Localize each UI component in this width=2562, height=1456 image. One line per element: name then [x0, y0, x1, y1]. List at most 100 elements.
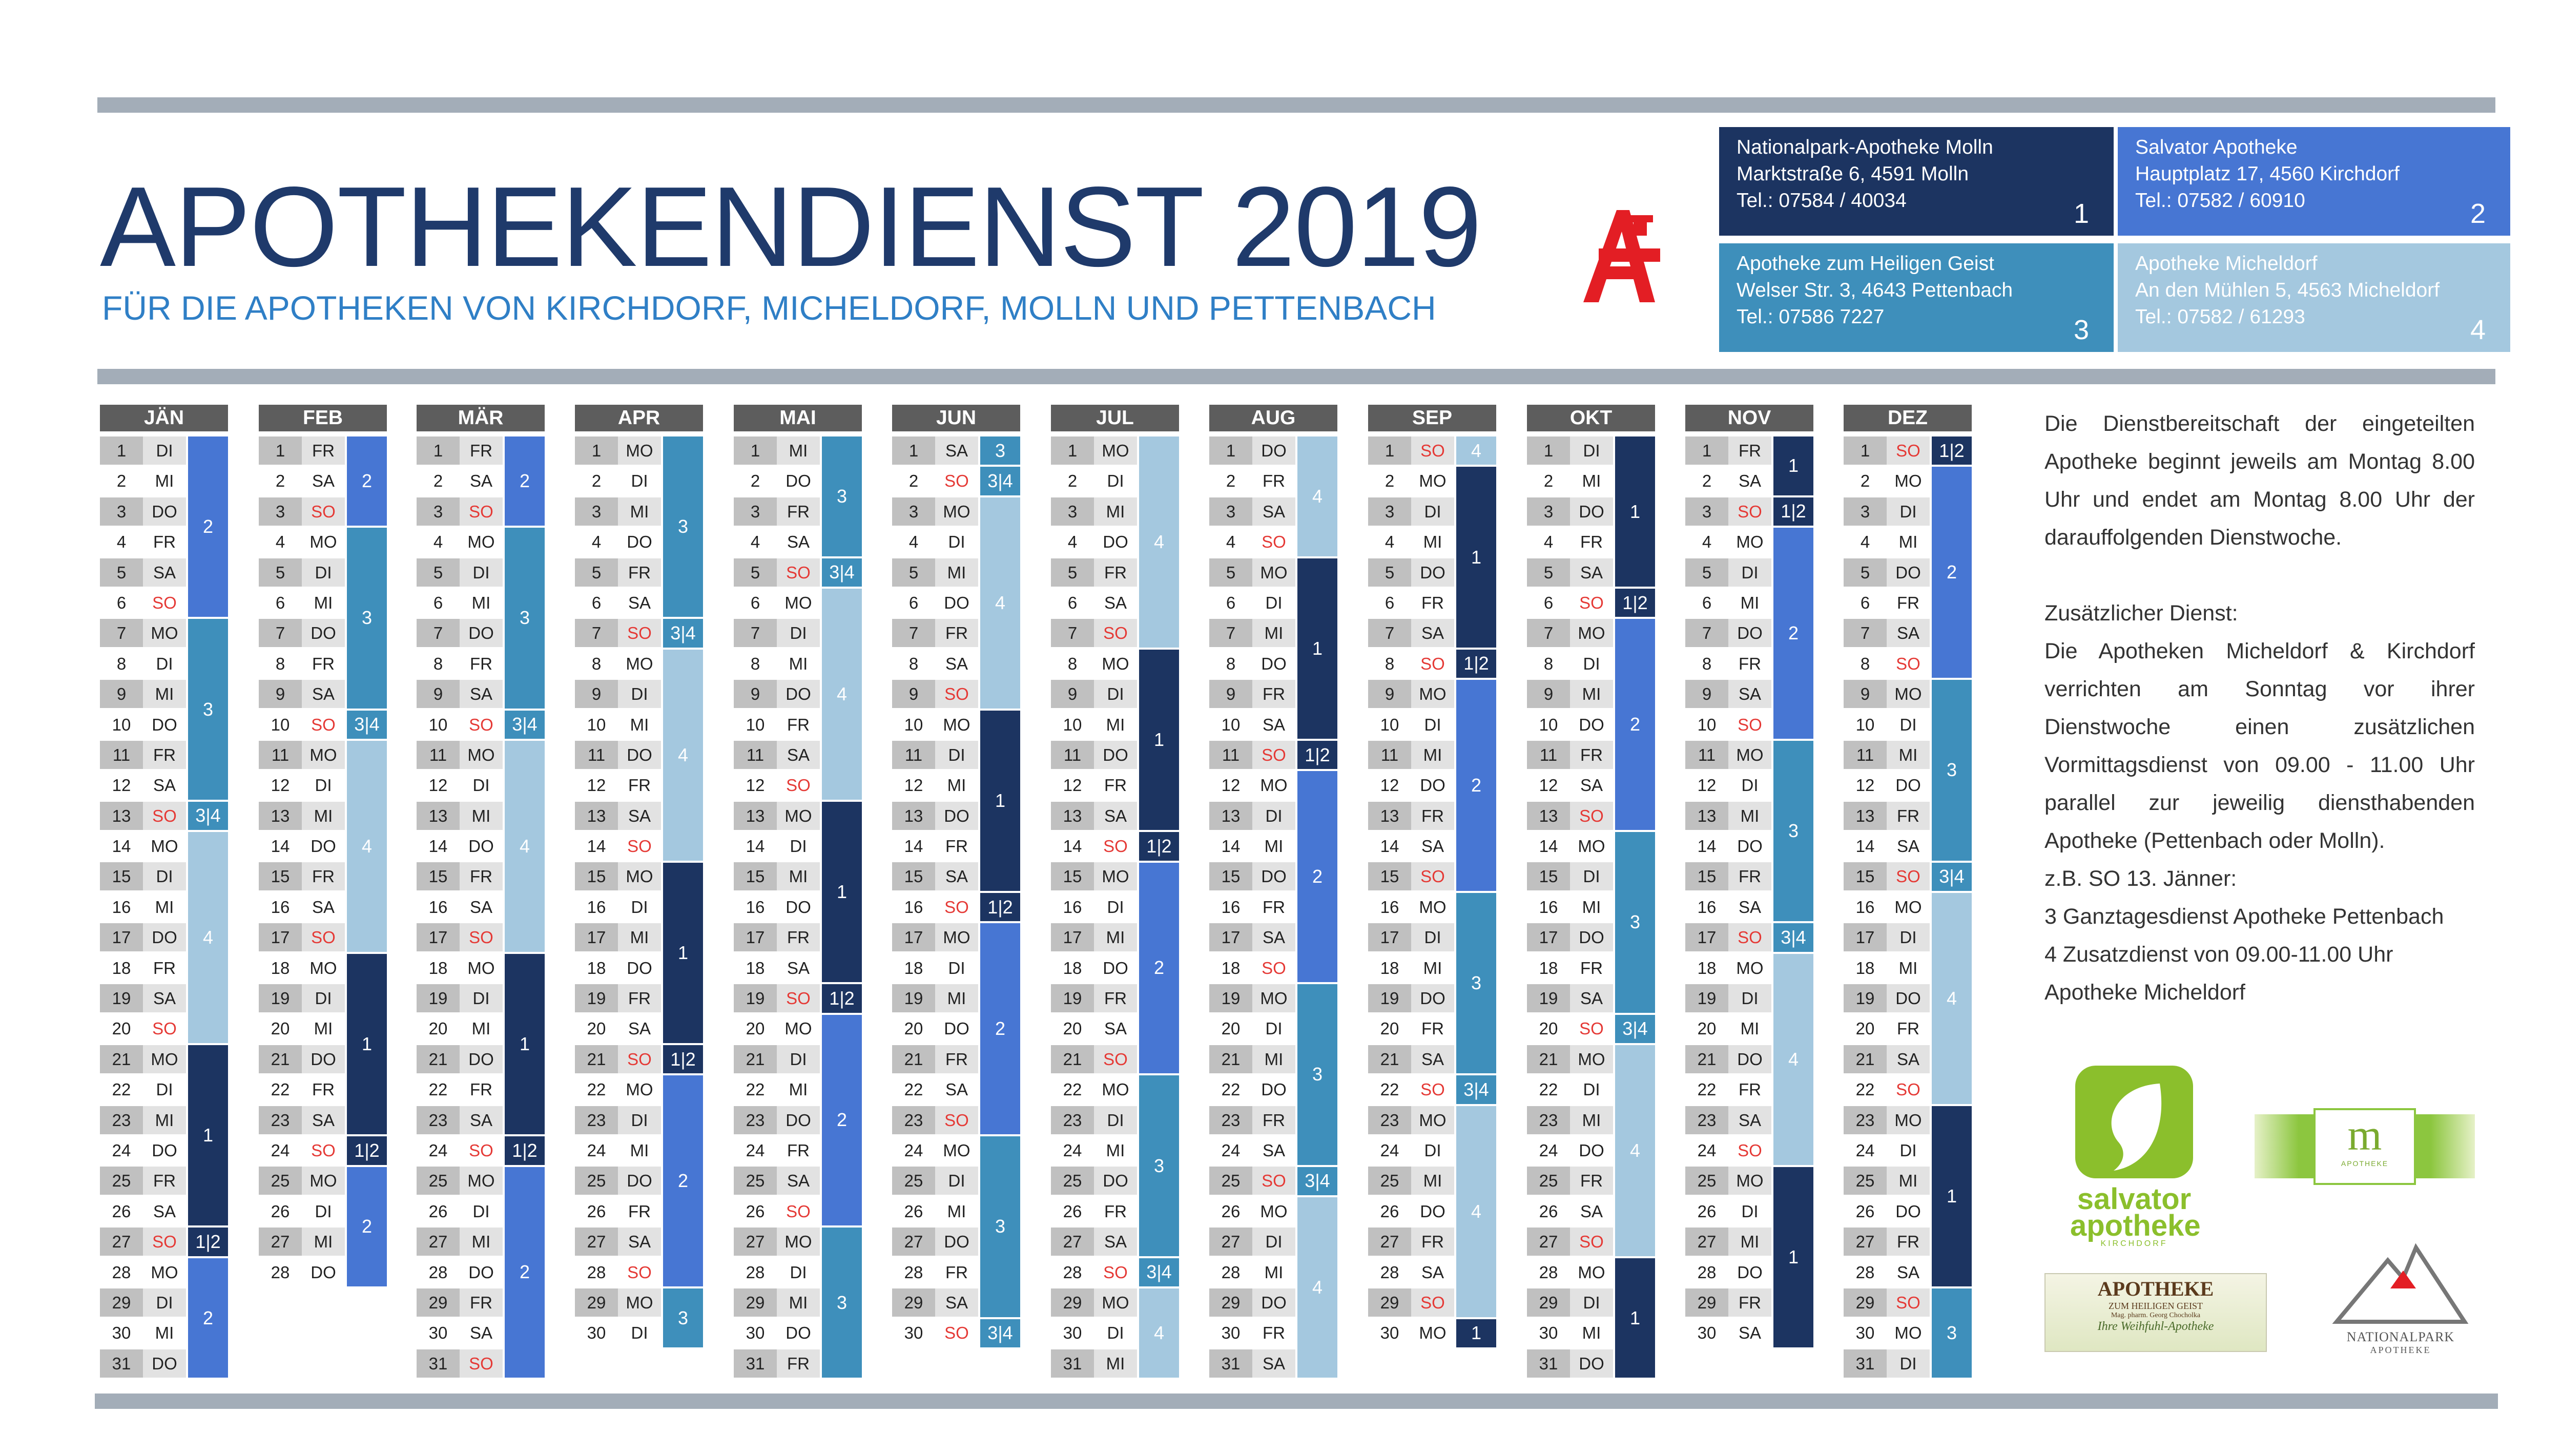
weekday: MO — [777, 1228, 820, 1256]
duty-segment: 1 — [1456, 1319, 1496, 1347]
duty-segment: 3 — [347, 528, 387, 709]
day-number: 20 — [1855, 1019, 1875, 1038]
weekday: DO — [1737, 1262, 1763, 1282]
weekday: MI — [947, 776, 966, 795]
day-number: 26 — [587, 1201, 606, 1221]
duty-segment: 3|4 — [1297, 1167, 1337, 1195]
day-row: 31 MI — [1051, 1348, 1179, 1379]
day-number: 15 — [1527, 862, 1570, 891]
weekday: MI — [777, 436, 820, 465]
weekday: SO — [1411, 862, 1454, 891]
weekday: MO — [1736, 532, 1764, 552]
duty-label: 4 — [1312, 485, 1323, 507]
weekday: DI — [777, 619, 820, 648]
day-number: 10 — [1855, 715, 1875, 734]
weekday: DO — [311, 1262, 336, 1282]
weekday: SA — [1104, 1019, 1127, 1038]
day-number: 9 — [1368, 680, 1411, 709]
weekday: DO — [944, 593, 969, 612]
duty-label: 2 — [519, 470, 530, 492]
duty-segment: 3 — [663, 1288, 703, 1347]
duty-segment: 4 — [1456, 436, 1496, 465]
pharmacy-phone: Tel.: 07586 7227 — [1737, 306, 1885, 328]
day-row: 3 MI — [575, 496, 703, 527]
duty-segment: 3|4 — [188, 801, 228, 830]
day-number: 13 — [1527, 801, 1570, 830]
day-number: 8 — [1543, 654, 1554, 673]
day-number: 27 — [100, 1228, 143, 1256]
day-number: 23 — [1368, 1106, 1411, 1134]
duty-label: 1|2 — [512, 1139, 538, 1161]
weekday: SA — [1738, 471, 1762, 491]
day-number: 29 — [1685, 1288, 1728, 1317]
duty-segment: 3|4 — [1139, 1258, 1179, 1287]
weekday: FR — [1252, 680, 1295, 709]
month-rows: 1 SA 2 SO 3 MO 4 DI 5 MI 6 DO 7 FR 8 SA 9 SO 10 MO 11 DI 12 MI 1… — [892, 435, 1020, 1348]
weekday: MI — [314, 593, 333, 612]
weekday: MO — [943, 715, 970, 734]
duty-label: 3|4 — [195, 805, 221, 826]
pharmacy-number: 1 — [2073, 198, 2089, 229]
day-row: 19 DI — [259, 983, 387, 1013]
weekday: FR — [945, 1262, 968, 1282]
day-row: 22 DI — [100, 1074, 228, 1105]
weekday: SO — [1420, 1080, 1445, 1099]
day-number: 21 — [575, 1045, 618, 1073]
weekday: SO — [1896, 1080, 1920, 1099]
day-number: 4 — [1860, 532, 1870, 552]
weekday: SO — [1728, 923, 1771, 952]
day-row: 2 MI — [1527, 466, 1655, 496]
duty-segment: 1 — [822, 801, 862, 983]
weekday: DO — [1579, 715, 1604, 734]
month-6: JUN 1 SA 2 SO 3 MO 4 DI 5 MI 6 DO 7 FR 8 SA 9 SO 10 MO 11 DI 12… — [892, 405, 1020, 1348]
day-row: 26 SA — [1527, 1196, 1655, 1226]
weekday: MO — [1736, 958, 1764, 977]
duty-label: 3 — [1946, 759, 1957, 781]
weekday: DO — [1103, 532, 1128, 552]
day-number: 13 — [892, 801, 935, 830]
weekday: DI — [1107, 897, 1124, 917]
month-rows: 1 DI 2 MI 3 DO 4 FR 5 SA 6 SO 7 MO 8 DI 9 MI 10 DO 11 FR 12 SA 1… — [100, 435, 228, 1379]
day-row: 13 FR — [1844, 801, 1972, 831]
day-number: 27 — [575, 1228, 618, 1256]
weekday: FR — [1570, 740, 1613, 769]
weekday: DI — [1728, 984, 1771, 1013]
day-number: 20 — [428, 1019, 448, 1038]
day-row: 6 MI — [259, 588, 387, 618]
weekday: SO — [1728, 497, 1771, 526]
duty-label: 4 — [995, 592, 1006, 613]
day-number: 8 — [1385, 654, 1395, 673]
duty-label: 4 — [1946, 987, 1957, 1009]
day-row: 15 FR — [1685, 861, 1813, 891]
day-number: 30 — [746, 1323, 765, 1343]
pharmacy-number: 3 — [2073, 315, 2089, 345]
day-row: 3 DI — [1368, 496, 1496, 527]
day-row: 19 SA — [1527, 983, 1655, 1013]
weekday: DI — [1107, 471, 1124, 491]
duty-label: 4 — [1629, 1139, 1641, 1161]
day-row: 6 SO — [100, 588, 228, 618]
day-row: 23 MO — [1368, 1105, 1496, 1135]
duty-segment: 3|4 — [1773, 923, 1813, 952]
day-number: 5 — [259, 558, 302, 587]
info-line-1: 3 Ganztagesdienst Apotheke Pettenbach — [2044, 904, 2444, 929]
weekday: SA — [1738, 897, 1762, 917]
day-number: 12 — [428, 776, 448, 795]
day-row: 28 SA — [1368, 1257, 1496, 1287]
day-number: 19 — [100, 984, 143, 1013]
weekday: MO — [1094, 862, 1137, 891]
duty-label: 2 — [677, 1170, 689, 1192]
day-row: 26 FR — [1051, 1196, 1179, 1226]
weekday: SO — [460, 923, 503, 952]
day-row: 10 DI — [1368, 710, 1496, 740]
day-number: 9 — [734, 680, 777, 709]
duty-segment: 3 — [822, 1228, 862, 1378]
day-row: 17 DO — [1527, 922, 1655, 952]
day-row: 13 FR — [1368, 801, 1496, 831]
apotheke-heiliger-geist-logo: APOTHEKE ZUM HEILIGEN GEIST Mag. pharm. … — [2044, 1273, 2267, 1352]
day-row: 4 MI — [1368, 527, 1496, 557]
weekday: DO — [460, 619, 503, 648]
day-row: 2 DI — [1051, 466, 1179, 496]
day-number: 6 — [1226, 593, 1236, 612]
day-row: 3 DO — [100, 496, 228, 527]
